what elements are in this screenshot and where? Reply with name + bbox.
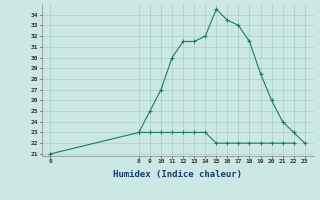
X-axis label: Humidex (Indice chaleur): Humidex (Indice chaleur) bbox=[113, 170, 242, 179]
